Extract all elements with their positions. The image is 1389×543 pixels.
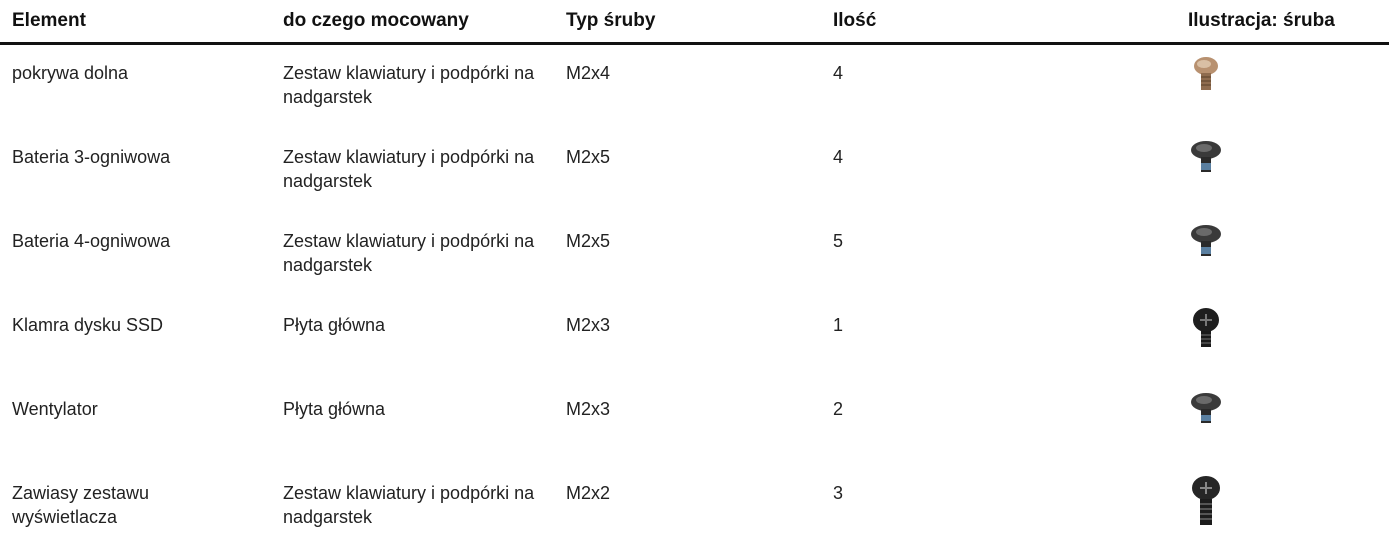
cell: 4 — [821, 44, 1088, 130]
cell: 5 — [821, 213, 1088, 297]
cell: M2x3 — [554, 381, 821, 465]
cell: Zestaw klawiatury i podpórki na nadgarst… — [271, 129, 554, 213]
illustration-cell — [1088, 381, 1389, 465]
cell: 1 — [821, 297, 1088, 381]
header-cell: Ilustracja: śruba — [1088, 0, 1389, 44]
header-cell: Element — [0, 0, 271, 44]
illustration-cell — [1088, 44, 1389, 130]
table-row: Wentylator Płyta główna M2x3 2 — [0, 381, 1389, 465]
illustration-cell — [1088, 297, 1389, 381]
header-cell: Ilość — [821, 0, 1088, 44]
cell: Bateria 3-ogniwowa — [0, 129, 271, 213]
screw-table: Element do czego mocowany Typ śruby Iloś… — [0, 0, 1389, 543]
illustration-cell — [1088, 213, 1389, 297]
illustration-cell — [1088, 129, 1389, 213]
header-row: Element do czego mocowany Typ śruby Iloś… — [0, 0, 1389, 44]
table-row: Klamra dysku SSD Płyta główna M2x3 1 — [0, 297, 1389, 381]
cell: M2x5 — [554, 213, 821, 297]
table-row: Bateria 3-ogniwowa Zestaw klawiatury i p… — [0, 129, 1389, 213]
screw-icon — [1188, 391, 1224, 431]
cell: M2x4 — [554, 44, 821, 130]
cell: Zawiasy zestawu wyświetlacza — [0, 465, 271, 543]
cell: 3 — [821, 465, 1088, 543]
illustration-cell — [1088, 465, 1389, 543]
cell: pokrywa dolna — [0, 44, 271, 130]
cell: Zestaw klawiatury i podpórki na nadgarst… — [271, 213, 554, 297]
cell: Zestaw klawiatury i podpórki na nadgarst… — [271, 44, 554, 130]
cell: Zestaw klawiatury i podpórki na nadgarst… — [271, 465, 554, 543]
cell: 2 — [821, 381, 1088, 465]
table-row: Zawiasy zestawu wyświetlacza Zestaw klaw… — [0, 465, 1389, 543]
cell: M2x3 — [554, 297, 821, 381]
cell: Klamra dysku SSD — [0, 297, 271, 381]
screw-icon — [1188, 307, 1224, 351]
table-body: pokrywa dolna Zestaw klawiatury i podpór… — [0, 44, 1389, 543]
cell: Wentylator — [0, 381, 271, 465]
screw-icon — [1188, 55, 1224, 95]
header-cell: Typ śruby — [554, 0, 821, 44]
cell: Płyta główna — [271, 297, 554, 381]
screw-icon — [1188, 139, 1224, 179]
screw-icon — [1188, 223, 1224, 263]
cell: Płyta główna — [271, 381, 554, 465]
cell: Bateria 4-ogniwowa — [0, 213, 271, 297]
cell: M2x2 — [554, 465, 821, 543]
table-row: Bateria 4-ogniwowa Zestaw klawiatury i p… — [0, 213, 1389, 297]
table-row: pokrywa dolna Zestaw klawiatury i podpór… — [0, 44, 1389, 130]
table-header: Element do czego mocowany Typ śruby Iloś… — [0, 0, 1389, 44]
cell: 4 — [821, 129, 1088, 213]
cell: M2x5 — [554, 129, 821, 213]
screw-icon — [1188, 475, 1224, 527]
page: Element do czego mocowany Typ śruby Iloś… — [0, 0, 1389, 534]
header-cell: do czego mocowany — [271, 0, 554, 44]
